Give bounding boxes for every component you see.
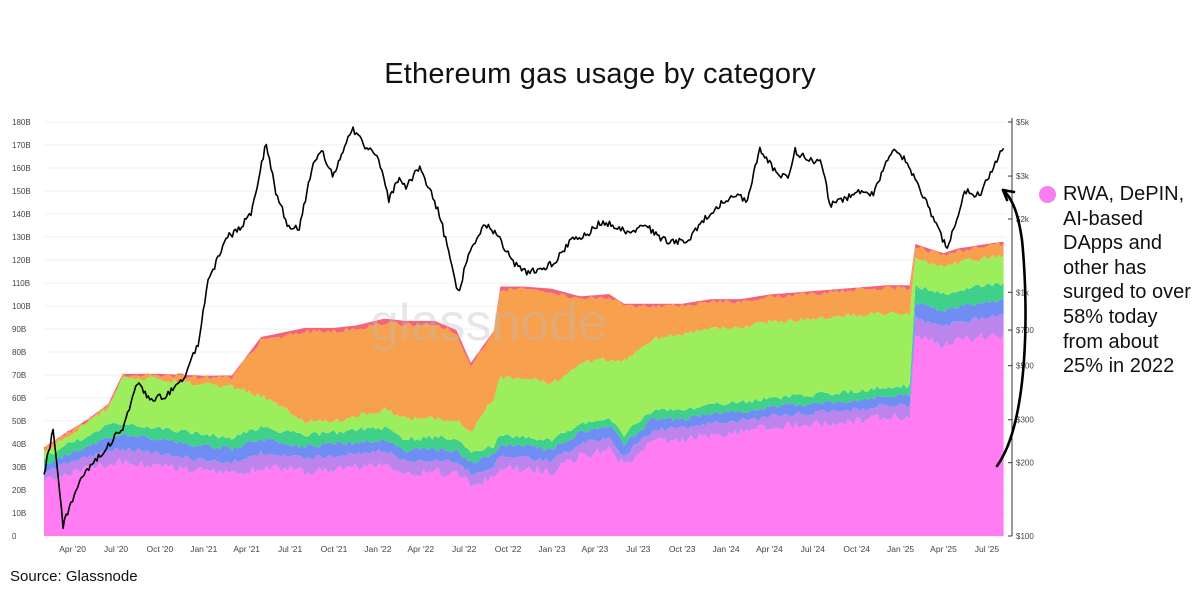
left-tick-label: 90B <box>12 325 26 334</box>
right-tick-label: $3k <box>1016 172 1030 181</box>
x-tick-label: Jan '21 <box>190 544 217 554</box>
x-tick-label: Jul '21 <box>278 544 303 554</box>
eth-price-line <box>43 126 1005 530</box>
chart-title: Ethereum gas usage by category <box>384 58 816 90</box>
x-tick-label: Jul '20 <box>104 544 129 554</box>
annotation-arrow-path <box>995 188 1027 468</box>
left-tick-label: 80B <box>12 348 26 357</box>
x-tick-label: Jul '22 <box>452 544 477 554</box>
source-label: Source: Glassnode <box>10 568 138 585</box>
x-tick-label: Jan '25 <box>887 544 914 554</box>
left-tick-label: 100B <box>12 302 31 311</box>
right-tick-label: $200 <box>1016 459 1034 468</box>
x-tick-label: Apr '21 <box>233 544 260 554</box>
left-axis-ticks: 0 10B 20B 30B 40B 50B 60B 70B 80B 90B 100B 110B 120B… <box>12 118 31 541</box>
x-tick-label: Apr '23 <box>582 544 609 554</box>
left-tick-label: 50B <box>12 417 26 426</box>
annotation-arrow <box>995 188 1027 468</box>
left-tick-label: 70B <box>12 371 26 380</box>
left-tick-label: 30B <box>12 463 26 472</box>
left-tick-label: 170B <box>12 141 31 150</box>
annotation-text: RWA, DePIN, AI-based DApps and other has… <box>1063 183 1191 378</box>
left-tick-label: 130B <box>12 233 31 242</box>
annotation-arrowhead <box>1001 188 1016 202</box>
right-tick-label: $100 <box>1016 532 1034 541</box>
x-axis-ticks: Apr '20 Jul '20 Oct '20 Jan '21 Apr '21 Jul '… <box>59 544 999 554</box>
area-series-0 <box>44 332 1004 536</box>
x-tick-label: Oct '22 <box>495 544 522 554</box>
right-tick-label: $300 <box>1016 416 1034 425</box>
price-line <box>43 126 1005 530</box>
left-tick-label: 60B <box>12 394 26 403</box>
left-tick-label: 140B <box>12 210 31 219</box>
x-tick-label: Jan '22 <box>364 544 391 554</box>
x-tick-label: Oct '23 <box>669 544 696 554</box>
left-tick-label: 110B <box>12 279 30 288</box>
x-tick-label: Oct '24 <box>843 544 870 554</box>
left-tick-label: 120B <box>12 256 31 265</box>
right-axis-ticks: $100$200$300$500$700$1k$2k$3k$5k <box>1008 118 1034 541</box>
x-tick-label: Apr '24 <box>756 544 783 554</box>
x-tick-label: Jul '25 <box>975 544 1000 554</box>
right-tick-label: $5k <box>1016 118 1030 127</box>
x-tick-label: Oct '21 <box>321 544 348 554</box>
right-tick-label: $1k <box>1016 288 1030 297</box>
right-tick-label: $500 <box>1016 362 1034 371</box>
area-series-5 <box>44 242 1004 451</box>
x-tick-label: Oct '20 <box>147 544 174 554</box>
x-tick-label: Jan '24 <box>712 544 739 554</box>
area-series-4 <box>44 254 1004 459</box>
x-tick-label: Apr '22 <box>407 544 434 554</box>
left-tick-label: 150B <box>12 187 31 196</box>
annotation-dot <box>1039 186 1056 203</box>
right-tick-label: $2k <box>1016 215 1030 224</box>
left-tick-label: 160B <box>12 164 31 173</box>
left-tick-label: 180B <box>12 118 31 127</box>
left-tick-label: 20B <box>12 486 26 495</box>
left-tick-label: 40B <box>12 440 26 449</box>
category-areas <box>44 241 1004 536</box>
left-tick-label: 10B <box>12 509 26 518</box>
x-tick-label: Apr '20 <box>59 544 86 554</box>
watermark: glassnode <box>370 294 607 352</box>
x-tick-label: Apr '25 <box>930 544 957 554</box>
left-tick-label: 0 <box>12 532 17 541</box>
x-tick-label: Jul '24 <box>801 544 826 554</box>
x-tick-label: Jan '23 <box>538 544 565 554</box>
x-tick-label: Jul '23 <box>626 544 651 554</box>
